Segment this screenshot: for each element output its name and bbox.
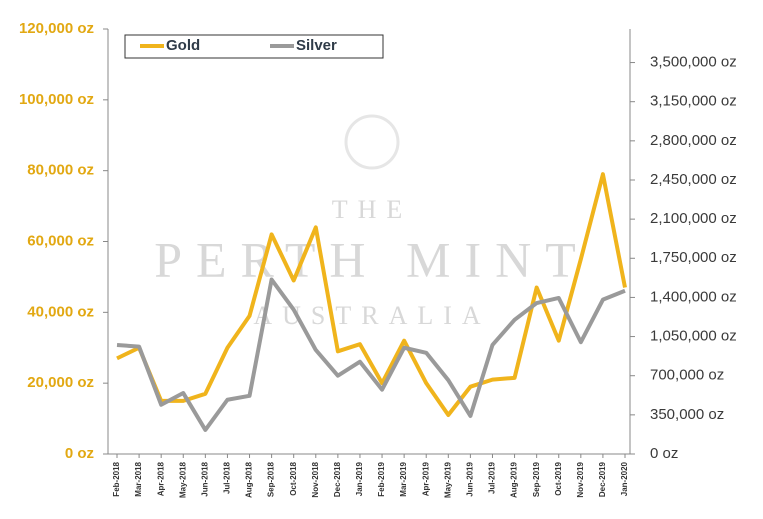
y-tick-label: 100,000 oz <box>19 91 94 108</box>
x-tick-label: Jun-2019 <box>466 461 475 496</box>
y2-tick-label: 3,150,000 oz <box>650 93 737 110</box>
x-tick-label: Oct-2018 <box>289 461 298 495</box>
x-tick-label: Dec-2018 <box>333 461 342 497</box>
y-tick-label: 20,000 oz <box>27 374 94 391</box>
x-tick-label: Mar-2019 <box>399 461 408 496</box>
x-tick-label: Feb-2018 <box>112 461 121 496</box>
x-tick-label: Dec-2019 <box>598 461 607 497</box>
x-tick-label: May-2019 <box>443 461 452 498</box>
x-tick-label: Aug-2019 <box>510 461 519 498</box>
x-tick-label: Jul-2019 <box>488 461 497 494</box>
legend-label: Gold <box>166 37 200 54</box>
y-tick-label: 60,000 oz <box>27 232 94 249</box>
y-tick-label: 120,000 oz <box>19 20 94 37</box>
y2-tick-label: 2,800,000 oz <box>650 132 737 149</box>
y-tick-label: 80,000 oz <box>27 162 94 179</box>
y2-tick-label: 1,400,000 oz <box>650 288 737 305</box>
series-line <box>116 277 626 432</box>
x-tick-label: Nov-2018 <box>311 461 320 497</box>
x-tick-label: Aug-2018 <box>245 461 254 498</box>
x-tick-label: Apr-2018 <box>156 461 165 496</box>
y2-tick-label: 350,000 oz <box>650 406 724 423</box>
y2-tick-label: 2,100,000 oz <box>650 210 737 227</box>
x-tick-label: Jan-2019 <box>355 461 364 496</box>
x-tick-label: May-2018 <box>178 461 187 498</box>
y2-tick-label: 1,750,000 oz <box>650 249 737 266</box>
y2-tick-label: 0 oz <box>650 445 678 462</box>
watermark-text: THE <box>332 195 413 224</box>
y2-tick-label: 1,050,000 oz <box>650 328 737 345</box>
legend-box <box>124 34 384 59</box>
y2-tick-label: 2,450,000 oz <box>650 171 737 188</box>
x-tick-label: Jan-2020 <box>620 461 629 496</box>
x-tick-label: Mar-2018 <box>134 461 143 496</box>
x-tick-label: Jul-2018 <box>223 461 232 494</box>
watermark-logo <box>344 114 400 170</box>
x-tick-label: Feb-2019 <box>377 461 386 496</box>
series-line <box>116 172 627 418</box>
watermark: THE PERTH MINT AUSTRALIA <box>154 114 590 330</box>
y2-tick-label: 3,500,000 oz <box>650 54 737 71</box>
x-tick-label: Sep-2018 <box>267 461 276 497</box>
x-tick-label: Oct-2019 <box>554 461 563 495</box>
x-tick-label: Nov-2019 <box>576 461 585 497</box>
y2-tick-label: 700,000 oz <box>650 367 724 384</box>
y-tick-label: 0 oz <box>65 445 94 462</box>
watermark-text: PERTH MINT <box>154 231 590 287</box>
legend-label: Silver <box>296 37 337 54</box>
x-tick-label: Jun-2018 <box>200 461 209 496</box>
x-tick-label: Apr-2019 <box>421 461 430 496</box>
x-tick-label: Sep-2019 <box>532 461 541 497</box>
y-tick-label: 40,000 oz <box>27 303 94 320</box>
